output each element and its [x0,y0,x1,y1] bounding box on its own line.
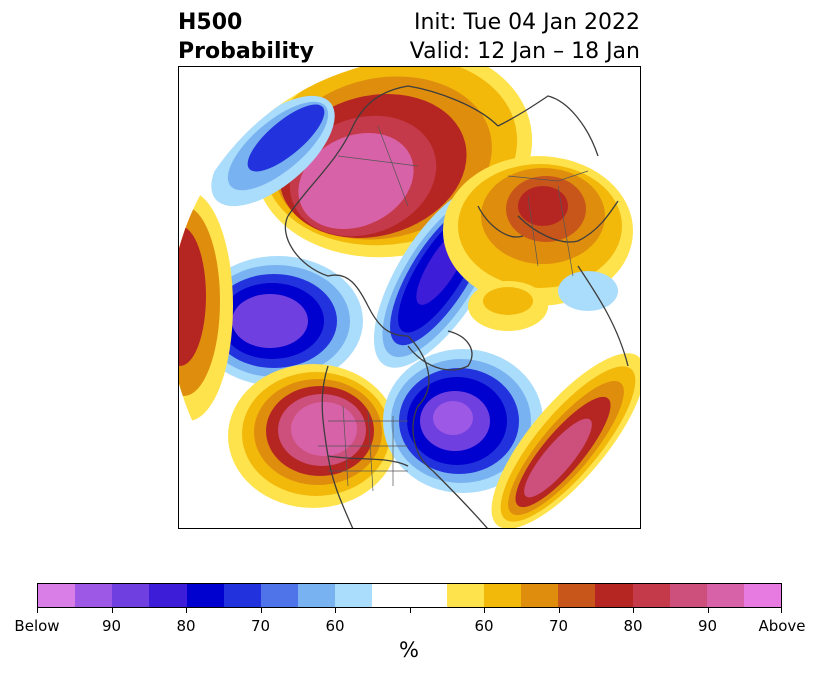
colorbar-swatch [223,584,261,607]
colorbar-tick [335,608,336,613]
colorbar-tick [558,608,560,613]
below-anomaly-pacific [193,256,363,386]
colorbar-swatch [186,584,224,607]
colorbar-swatch [298,584,336,607]
colorbar-swatch [521,584,559,607]
below-anomaly-asia [558,271,618,311]
colorbar-unit: % [399,638,419,662]
below-anomaly-eastern-us [383,349,543,493]
colorbar-tick-label: 60 [474,617,494,635]
below-anomaly-northwest [211,95,335,207]
colorbar-tick-label: 90 [697,617,718,635]
colorbar-tick [409,608,411,613]
colorbar-swatch [409,584,447,607]
above-anomaly-southeast [491,353,641,529]
colorbar-tick-label: Below [14,617,60,635]
coastlines [284,85,629,529]
colorbar-swatch [335,584,373,607]
colorbar-swatch [149,584,187,607]
colorbar-swatch [558,584,596,607]
colorbar-swatch [112,584,150,607]
colorbar-swatch [38,584,76,607]
colorbar-tick-label: 80 [176,617,196,635]
borders [318,125,589,492]
colorbar-tick [37,608,38,613]
title-field: H500 [178,10,243,35]
probability-field [178,66,641,529]
colorbar-tick [781,608,782,613]
map-frame [178,66,641,529]
colorbar-tick [633,608,634,613]
colorbar-tick-label: Above [758,617,806,635]
colorbar-swatch [75,584,113,607]
title-quantity: Probability [178,39,314,64]
probability-map [178,66,641,529]
colorbar-tick-label: 90 [101,617,122,635]
colorbar [37,583,782,608]
above-anomaly-western-us [228,364,398,508]
colorbar-swatch [446,584,484,607]
colorbar-swatch [669,584,707,607]
colorbar-ticks [37,608,782,614]
above-anomaly-atlantic [468,281,548,331]
colorbar-swatch [706,584,744,607]
above-anomaly-west-edge [178,191,233,421]
colorbar-swatch [595,584,633,607]
colorbar-tick [111,608,113,613]
colorbar-tick-label: 60 [325,617,345,635]
colorbar-tick [186,608,187,613]
colorbar-swatch [743,584,782,607]
above-anomaly-europe [443,156,633,306]
init-date: Init: Tue 04 Jan 2022 [413,10,640,35]
colorbar-swatch [372,584,410,607]
map-title: H500 Probability [178,8,314,66]
colorbar-tick [707,608,709,613]
valid-range: Valid: 12 Jan – 18 Jan [409,39,640,64]
colorbar-tick-label: 80 [623,617,643,635]
colorbar-swatch [632,584,670,607]
colorbar-tick-label: 70 [250,617,271,635]
colorbar-tick [484,608,485,613]
colorbar-swatch [483,584,522,607]
colorbar-swatch [260,584,299,607]
map-dates: Init: Tue 04 Jan 2022 Valid: 12 Jan – 18… [410,8,640,66]
colorbar-tick-label: 70 [548,617,569,635]
colorbar-tick [260,608,262,613]
